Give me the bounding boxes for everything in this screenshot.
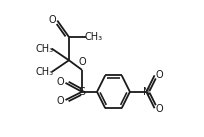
Text: CH₃: CH₃ [35,44,53,54]
Text: O: O [155,104,163,114]
Text: CH₃: CH₃ [35,67,53,77]
Text: O: O [78,57,86,67]
Text: CH₃: CH₃ [84,32,102,42]
Text: O: O [56,77,64,87]
Text: O: O [155,70,163,80]
Text: S: S [78,87,85,97]
Text: O: O [56,96,64,106]
Text: O: O [48,15,56,25]
Text: N: N [142,87,149,97]
